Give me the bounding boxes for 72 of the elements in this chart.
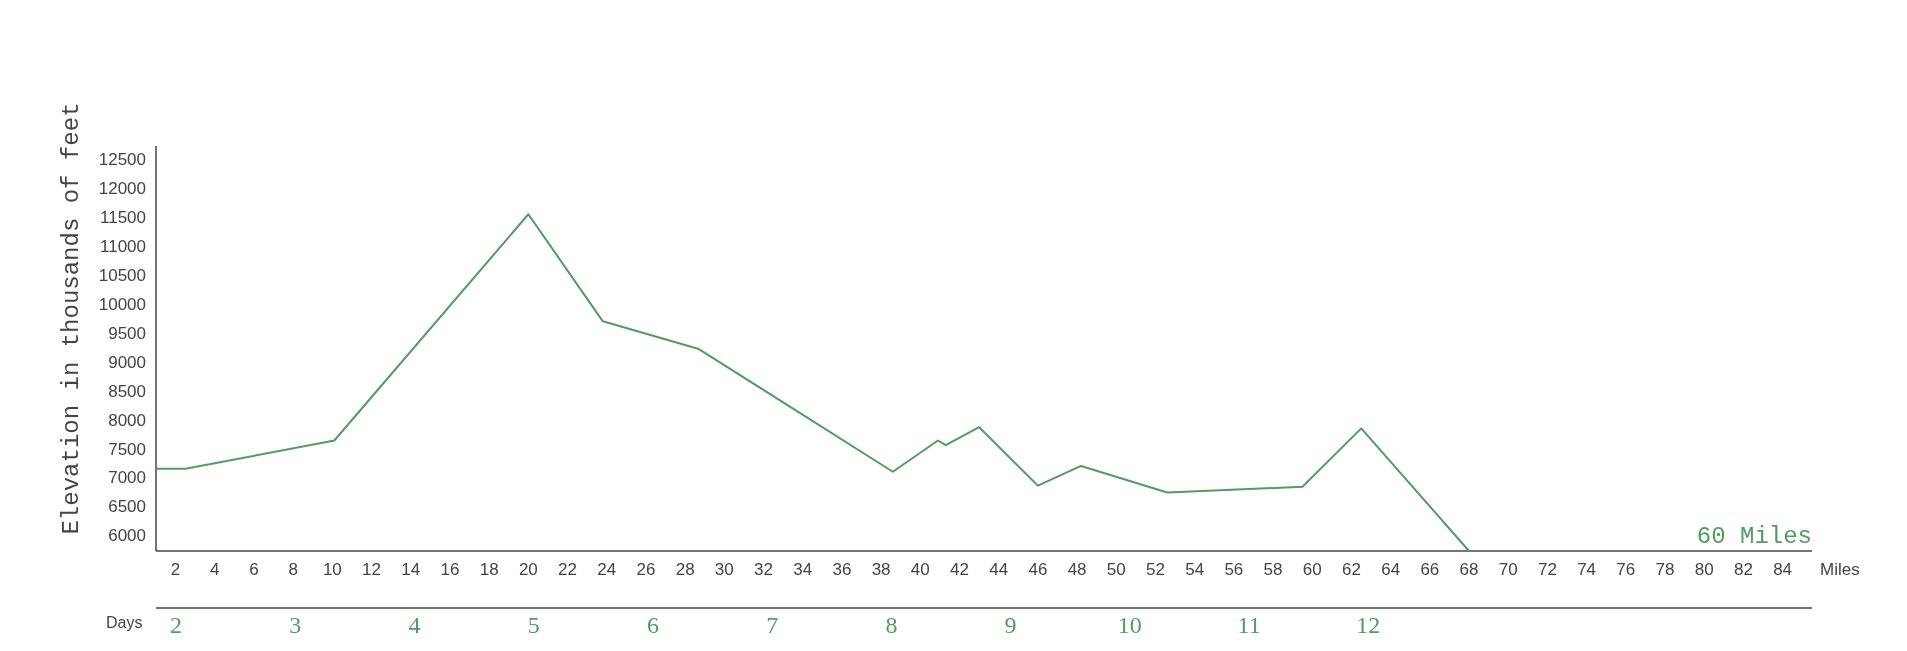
x-tick-label: 6 [249,560,259,579]
x-tick-label: 16 [440,560,460,579]
y-tick-label: 11500 [99,208,146,228]
y-tick-label: 6000 [108,526,146,546]
y-axis-title: Elevation in thousands of feet [58,102,85,535]
x-tick-label: 44 [989,560,1009,579]
x-tick-label: 18 [479,560,499,579]
x-tick-label: 82 [1733,560,1753,579]
x-tick-label: 4 [210,560,220,579]
x-tick-label: 36 [832,560,852,579]
x-tick-label: 14 [401,560,421,579]
text: 4 [408,612,421,638]
x-tick-label: 48 [1067,560,1087,579]
y-tick-label: 10000 [98,294,146,314]
x-tick-label: 72 [1537,560,1557,579]
x-axis-title: Miles [1820,560,1860,579]
x-tick-label: 10 [322,560,342,579]
x-tick-label: 52 [1146,560,1165,579]
y-tick-label: 10500 [98,265,146,285]
text: 2 [170,612,182,638]
x-tick-label: 74 [1577,560,1597,579]
text: 11 [1237,612,1261,638]
y-tick-label: 12000 [98,179,146,199]
text: 12 [1356,612,1381,638]
y-tick-label: 6500 [108,497,146,517]
y-tick-label: 11000 [99,237,146,257]
x-tick-label: 28 [675,560,695,579]
text: 9 [1004,612,1017,638]
text: 6 [646,612,659,638]
x-tick-label: 60 [1302,560,1322,579]
x-tick-label: 42 [950,560,969,579]
x-tick-label: 56 [1224,560,1244,579]
text: 3 [289,612,302,638]
x-tick-label: 24 [597,560,617,579]
x-tick-label: 84 [1773,560,1793,579]
x-tick-label: 34 [793,560,813,579]
x-tick-label: 40 [910,560,930,579]
text: 8 [885,612,898,638]
x-tick-label: 78 [1655,560,1675,579]
x-tick-label: 26 [636,560,656,579]
text: 10 [1117,612,1142,638]
x-tick-label: 50 [1106,560,1126,579]
x-tick-label: 46 [1028,560,1048,579]
y-tick-label: 8500 [108,381,146,401]
x-tick-label: 68 [1459,560,1479,579]
y-tick-label: 12500 [98,150,146,170]
x-tick-label: 38 [871,560,891,579]
x-tick-label: 12 [362,560,382,579]
x-tick-label: 8 [288,560,298,579]
annotation: 60 Miles [1696,523,1812,550]
x-tick-label: 62 [1341,560,1361,579]
text: 7 [766,612,779,638]
line-series [155,213,1471,552]
x-tick-label: 2 [170,560,181,579]
text: 5 [527,612,540,638]
y-tick-label: 9500 [108,323,146,343]
x-tick-label: 30 [714,560,734,579]
x-tick-label: 80 [1694,560,1714,579]
x-tick-label: 70 [1498,560,1518,579]
x-tick-label: 20 [518,560,538,579]
y-tick-label: 7000 [108,468,146,488]
x-tick-label: 54 [1185,560,1205,579]
x-tick-label: 32 [754,560,773,579]
x-tick-label: 64 [1381,560,1401,579]
x-tick-label: 22 [558,560,578,579]
y-tick-label: 7500 [108,439,146,459]
x-tick-label: 76 [1616,560,1636,579]
y-tick-label: 9000 [108,352,146,372]
x-tick-label: 58 [1263,560,1283,579]
y-tick-label: 8000 [108,410,146,430]
text: Days [106,614,143,631]
x-tick-label: 66 [1420,560,1440,579]
